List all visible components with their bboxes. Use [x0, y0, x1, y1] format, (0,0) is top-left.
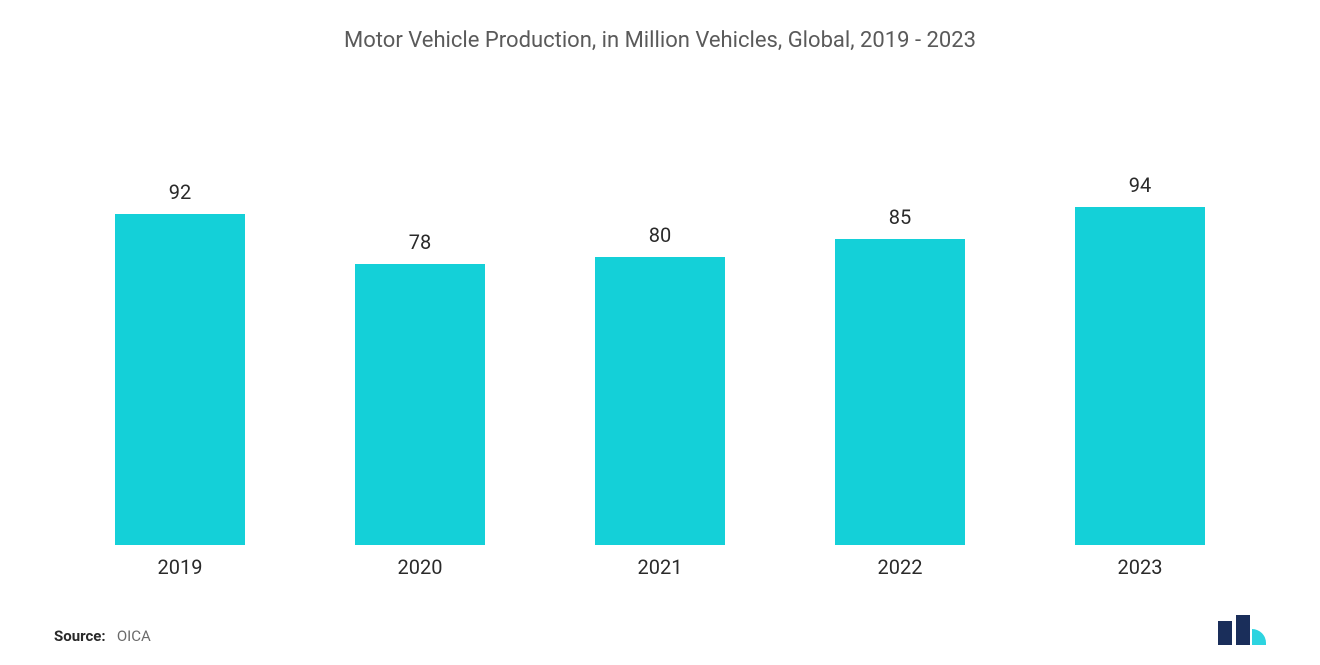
x-axis-label: 2019 [60, 549, 300, 585]
x-axis-label: 2021 [540, 549, 780, 585]
bar-group: 85 [780, 205, 1020, 545]
chart-footer: Source: OICA [50, 615, 1270, 645]
bar [355, 264, 485, 545]
x-axis-labels: 20192020202120222023 [60, 549, 1260, 585]
x-axis-label: 2020 [300, 549, 540, 585]
bars-row: 92 78 80 85 94 [60, 113, 1260, 545]
bar-value-label: 78 [409, 230, 431, 254]
x-axis-label: 2023 [1020, 549, 1260, 585]
bar-value-label: 94 [1129, 173, 1151, 197]
bar-value-label: 80 [649, 223, 671, 247]
bar-group: 92 [60, 180, 300, 545]
source-value: OICA [117, 627, 151, 645]
plot-area: 92 78 80 85 94 20192020202120222023 [60, 113, 1260, 585]
bar [595, 257, 725, 545]
bar-group: 94 [1020, 173, 1260, 545]
bar [115, 214, 245, 545]
bar [1075, 207, 1205, 545]
source-line: Source: OICA [54, 627, 151, 645]
brand-logo-icon [1216, 615, 1266, 645]
chart-title: Motor Vehicle Production, in Million Veh… [50, 28, 1270, 53]
source-label: Source: [54, 627, 106, 645]
chart-container: Motor Vehicle Production, in Million Veh… [0, 0, 1320, 665]
bar-value-label: 92 [169, 180, 191, 204]
x-axis-label: 2022 [780, 549, 1020, 585]
bar-group: 78 [300, 230, 540, 545]
bar-value-label: 85 [889, 205, 911, 229]
bar [835, 239, 965, 545]
bar-group: 80 [540, 223, 780, 545]
